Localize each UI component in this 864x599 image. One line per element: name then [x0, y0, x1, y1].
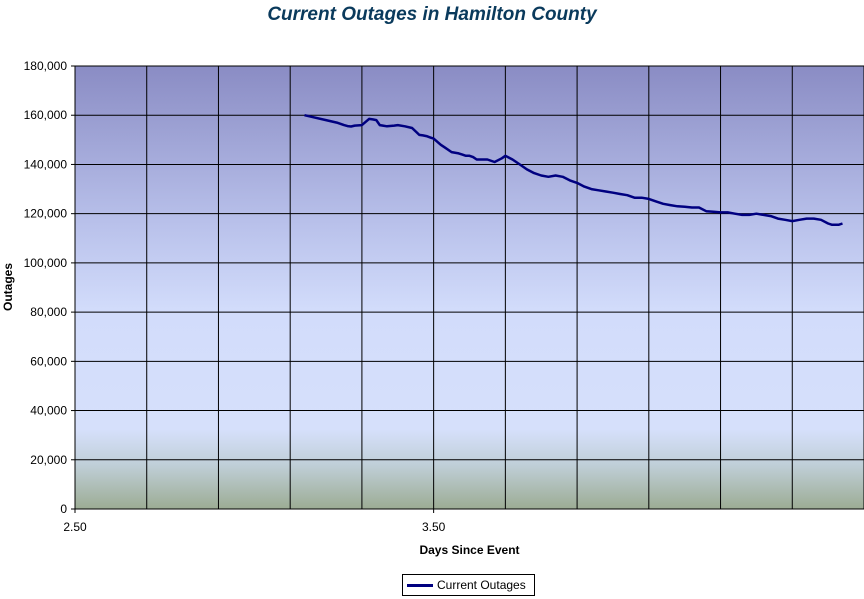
y-tick-label: 140,000 — [24, 157, 68, 171]
legend-swatch — [407, 583, 433, 587]
chart-title: Current Outages in Hamilton County — [267, 4, 597, 25]
y-axis: 0 20,000 40,000 60,000 80,000 100,000 120,000 1… — [24, 59, 75, 516]
y-tick-label: 160,000 — [24, 108, 68, 122]
x-tick-label: 2.50 — [63, 520, 87, 534]
legend: Current Outages — [402, 574, 535, 596]
series-line-current-outages — [304, 113, 843, 226]
y-tick-label: 180,000 — [24, 59, 68, 73]
y-axis-label: Outages — [1, 263, 15, 312]
grid-lines — [74, 65, 864, 510]
y-tick-label: 80,000 — [30, 305, 67, 319]
y-tick-label: 60,000 — [30, 354, 67, 368]
plot-border — [74, 65, 864, 510]
x-tick-label: 3.50 — [422, 520, 446, 534]
x-axis-label: Days Since Event — [419, 543, 520, 557]
y-tick-label: 40,000 — [30, 404, 67, 418]
y-tick-label: 20,000 — [30, 453, 67, 467]
y-tick-label: 0 — [60, 502, 67, 516]
plot-area — [75, 66, 864, 509]
legend-label: Current Outages — [437, 578, 526, 592]
x-axis: 2.50 3.50 — [63, 509, 446, 534]
y-tick-label: 120,000 — [24, 207, 68, 221]
y-tick-label: 100,000 — [24, 256, 68, 270]
